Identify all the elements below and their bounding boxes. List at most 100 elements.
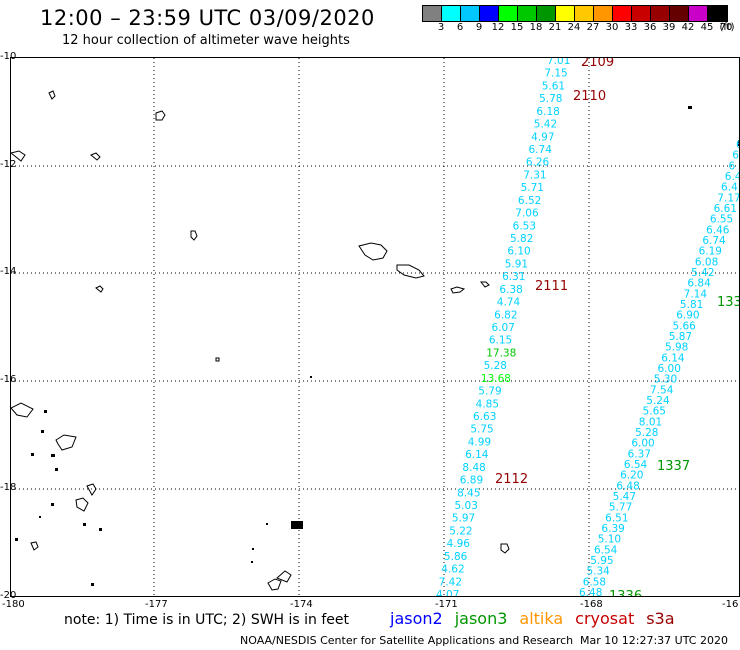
wave-height-value: 6.54 [624, 459, 648, 471]
wave-height-value: 6.74 [702, 235, 726, 247]
color-scale-label: 24 [567, 22, 581, 33]
wave-height-value: 7.54 [650, 384, 674, 396]
color-swatch [651, 6, 670, 21]
wave-height-value: 6.51 [605, 512, 628, 524]
wave-height-value: 6.15 [489, 335, 512, 347]
track-right: 6666.46.457.176.616.556.466.746.196.085.… [579, 139, 740, 597]
wave-height-value: 6.82 [494, 309, 517, 321]
color-scale-label: 45 [700, 22, 714, 33]
wave-height-value: 8.45 [457, 487, 480, 499]
wave-height-value: 6.00 [631, 438, 654, 450]
wave-height-value: 5.86 [444, 551, 468, 563]
color-scale-label: 18 [529, 22, 543, 33]
wave-height-value: 5.65 [643, 406, 666, 418]
wave-height-value: 6.14 [465, 449, 489, 461]
wave-height-value: 5.78 [539, 93, 562, 105]
color-swatch [461, 6, 480, 21]
wave-height-value: 4.85 [476, 398, 499, 410]
wave-height-map: 7.01 7.15 5.61 5.78 6.18 5.42 4.97 6.74 6.26 7.31… [10, 57, 740, 597]
color-scale-label: 36 [643, 22, 657, 33]
wave-height-value: 7.17 [717, 192, 740, 204]
color-swatch [442, 6, 461, 21]
map-canvas: 7.017.155.615.786.185.424.976.746.267.31… [11, 58, 740, 597]
track-time-label: 2110 [573, 89, 606, 104]
wave-height-value: 4.97 [531, 131, 554, 143]
wave-height-value: 6.45 [721, 182, 740, 194]
longitude-label: -16 [722, 599, 739, 610]
wave-height-value: 6.48 [579, 587, 602, 597]
longitude-label: -180 [2, 599, 25, 610]
wave-height-value: 6.14 [661, 352, 685, 364]
satellite-label: s3a [646, 609, 675, 628]
track-time-label: 133 [717, 295, 740, 310]
color-scale-label: 27 [586, 22, 600, 33]
wave-height-value: 7.06 [515, 208, 539, 220]
satellite-label: jason2 [390, 609, 443, 628]
wave-height-value: 6.48 [616, 480, 639, 492]
wave-height-value: 7.31 [523, 169, 546, 181]
wave-height-value: 5.97 [452, 513, 475, 525]
color-scale-label: 42 [681, 22, 695, 33]
latitude-label: -10 [0, 51, 17, 62]
color-scale-label: 30 [605, 22, 619, 33]
wave-height-value: 6.26 [526, 157, 550, 169]
color-scale-label: 12 [491, 22, 505, 33]
wave-height-value: 5.98 [665, 342, 688, 354]
wave-height-value: 6.07 [492, 322, 515, 334]
wave-height-value: 6 [732, 150, 739, 162]
wave-height-value: 5.47 [613, 491, 636, 503]
wave-height-value: 4.07 [436, 589, 459, 597]
satellite-label: cryosat [575, 609, 635, 628]
wave-height-value: 6.20 [620, 470, 643, 482]
wave-height-value: 5.95 [590, 555, 613, 567]
footer-note: note: 1) Time is in UTC; 2) SWH is in fe… [64, 612, 350, 628]
track-time-label: 2112 [495, 472, 528, 487]
color-scale-labels: 3 6 9 12 15 18 21 24 27 30 33 36 39 42 45 70 (ft) [422, 22, 740, 36]
timestamp: Mar 10 12:27:37 UTC 2020 [580, 634, 728, 647]
longitude-label: -168 [580, 599, 603, 610]
wave-height-value: 6.18 [536, 106, 559, 118]
latitude-label: -16 [0, 374, 17, 385]
wave-height-value: 5.30 [654, 374, 677, 386]
wave-height-value: 6.53 [513, 220, 536, 232]
wave-height-value: 5.75 [470, 424, 493, 436]
wave-height-value: 7.14 [684, 288, 708, 300]
color-scale-label: 70 [719, 22, 733, 33]
wave-height-value: 5.22 [449, 525, 472, 537]
wave-height-value: 4.62 [441, 564, 464, 576]
track-time-label: 2111 [535, 279, 568, 294]
wave-height-value: 6.90 [676, 310, 699, 322]
color-scale-label: 9 [475, 22, 483, 33]
wave-height-value: 4.96 [447, 538, 471, 550]
track-time-label: 2109 [581, 58, 614, 70]
color-scale-label: 39 [662, 22, 676, 33]
wave-height-value: 5.42 [691, 267, 714, 279]
color-swatch [575, 6, 594, 21]
wave-height-value: 5.10 [598, 534, 621, 546]
wave-height-value: 6.46 [706, 224, 730, 236]
wave-height-value: 6.55 [710, 214, 733, 226]
latitude-label: -14 [0, 266, 17, 277]
wave-height-value: 5.77 [609, 502, 632, 514]
wave-height-value: 6.38 [499, 284, 522, 296]
wave-height-value: 6.08 [695, 256, 718, 268]
wave-height-value: 6.52 [518, 195, 541, 207]
wave-height-value: 6 [729, 160, 736, 172]
wave-height-value: 5.91 [505, 258, 528, 270]
color-scale [422, 5, 728, 22]
credit-line: NOAA/NESDIS Center for Satellite Applica… [240, 634, 574, 647]
wave-height-value: 6.63 [473, 411, 496, 423]
page-title: 12:00 – 23:59 UTC 03/09/2020 [40, 6, 375, 30]
wave-height-value: 6.74 [529, 144, 553, 156]
wave-height-value: 17.38 [486, 347, 516, 359]
wave-height-value: 6.39 [601, 523, 624, 535]
color-scale-label: 33 [624, 22, 638, 33]
wave-height-value: 13.68 [481, 373, 511, 385]
color-swatch [423, 6, 442, 21]
color-swatch [670, 6, 689, 21]
wave-height-value: 5.71 [521, 182, 544, 194]
color-swatch [594, 6, 613, 21]
wave-height-value: 6.19 [699, 246, 722, 258]
wave-height-value: 6.10 [507, 246, 530, 258]
wave-height-value: 5.82 [510, 233, 533, 245]
